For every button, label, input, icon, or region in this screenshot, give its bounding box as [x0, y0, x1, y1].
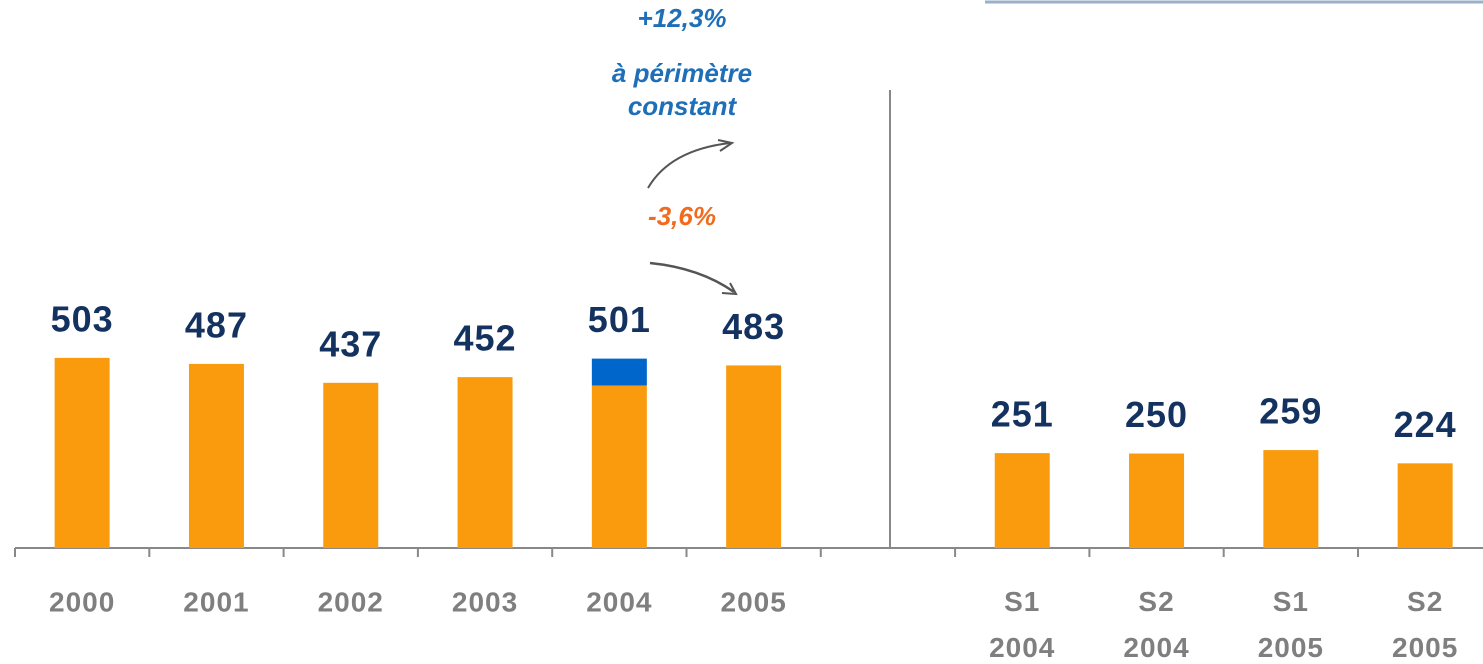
x-tick-label-line: 2005	[1392, 632, 1458, 663]
annotation: à périmètre	[612, 58, 752, 88]
bar	[994, 453, 1050, 548]
bar	[188, 363, 244, 548]
arrow-down-head	[721, 282, 738, 296]
bar	[323, 382, 379, 548]
data-label: 437	[319, 323, 382, 364]
bar	[591, 358, 647, 386]
data-label: 503	[51, 298, 114, 339]
data-label: 259	[1259, 391, 1322, 432]
annotation: constant	[628, 91, 738, 121]
x-tick-label: 2003	[452, 586, 518, 617]
bar	[457, 377, 513, 548]
x-tick-label: S2 2004	[1123, 586, 1189, 663]
bar	[54, 357, 110, 548]
arrow-up	[647, 142, 731, 189]
data-label: 251	[991, 394, 1054, 435]
data-label: 501	[588, 299, 651, 340]
x-tick-label: 2005	[721, 586, 787, 617]
annotation: +12,3%	[638, 3, 727, 33]
x-tick-label-line: S2	[1407, 586, 1443, 617]
arrow-up-head	[717, 139, 735, 152]
bar	[1263, 450, 1319, 548]
x-tick-label: S1 2005	[1258, 586, 1324, 663]
x-tick-label: 2001	[183, 586, 249, 617]
annotation: -3,6%	[648, 201, 716, 231]
data-label: 224	[1394, 404, 1457, 445]
x-tick-label-line: 2004	[1123, 632, 1189, 663]
arrow-down	[649, 261, 735, 294]
data-label: 483	[722, 306, 785, 347]
data-label: 452	[454, 318, 517, 359]
x-tick-label: 2000	[49, 586, 115, 617]
data-label: 487	[185, 304, 248, 345]
x-tick-label-line: 2004	[989, 632, 1055, 663]
x-tick-label-line: S2	[1138, 586, 1174, 617]
x-tick-label: S1 2004	[989, 586, 1055, 663]
bar	[726, 365, 782, 548]
bar	[1397, 463, 1453, 548]
x-tick-label-line: 2005	[1258, 632, 1324, 663]
data-label: 250	[1125, 394, 1188, 435]
x-tick-label: 2004	[586, 586, 652, 617]
x-tick-label-line: S1	[1004, 586, 1040, 617]
bar	[1129, 453, 1185, 548]
x-tick-label-line: S1	[1273, 586, 1309, 617]
x-tick-label: S2 2005	[1392, 586, 1458, 663]
bar	[591, 385, 647, 548]
x-tick-label: 2002	[318, 586, 384, 617]
